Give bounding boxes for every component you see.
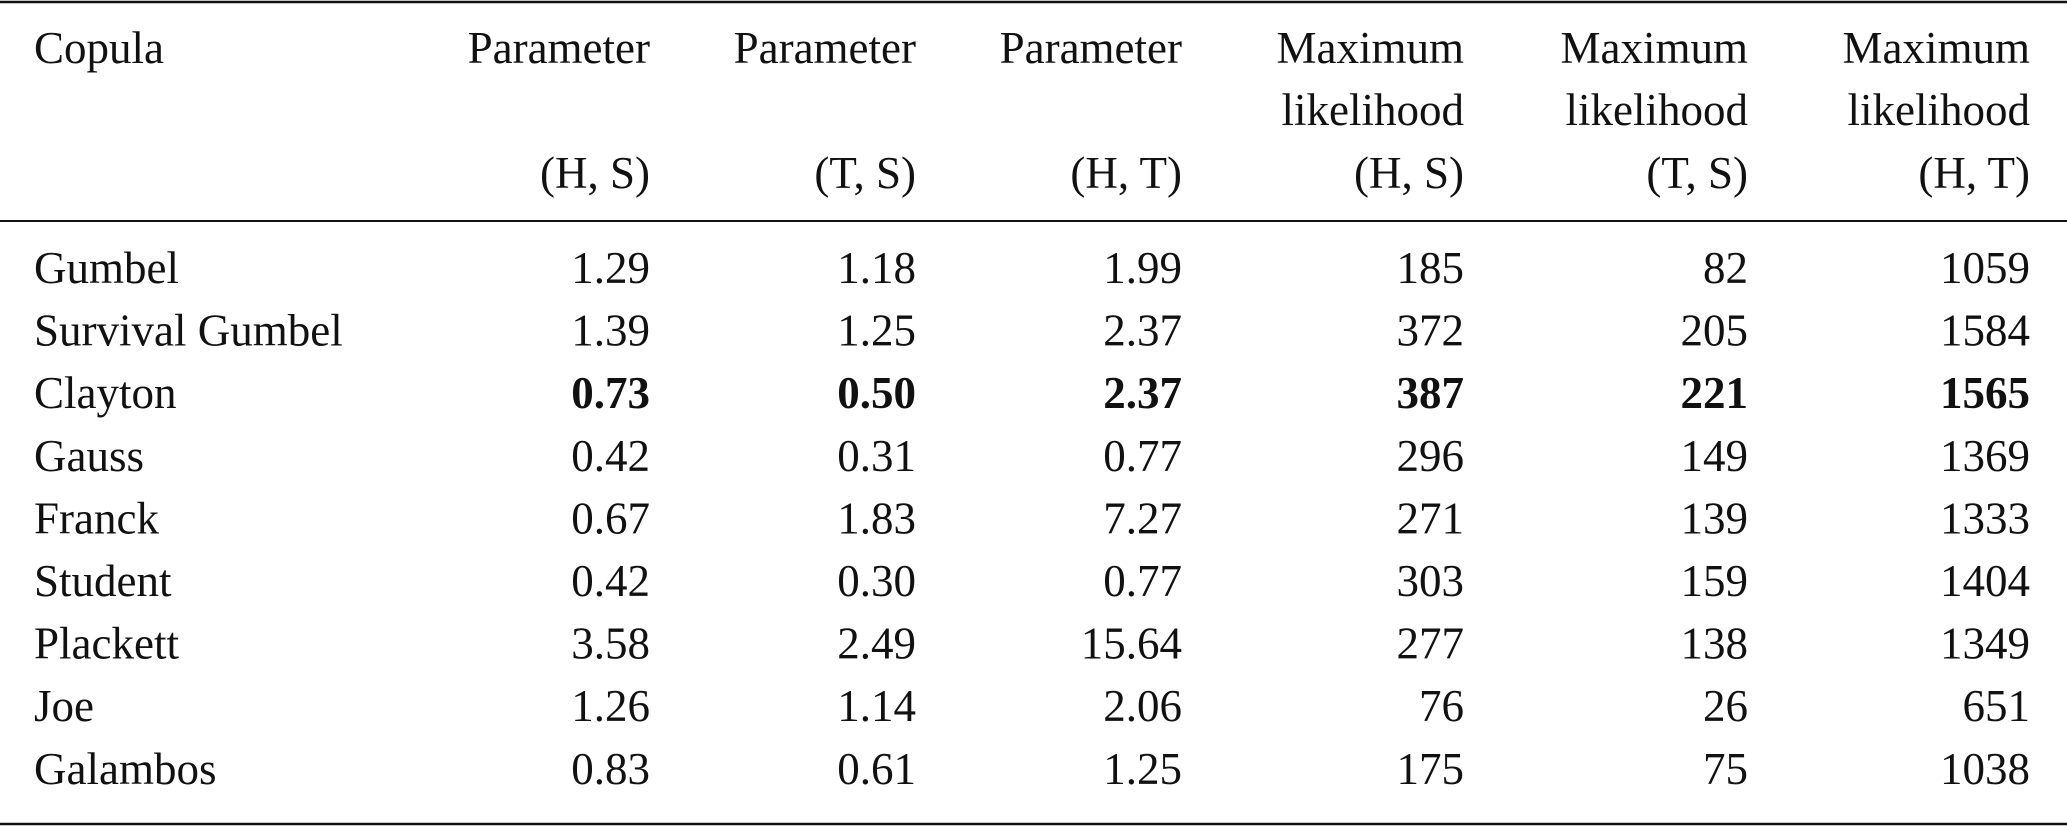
- cell-value: 76: [1419, 681, 1464, 731]
- cell-value: 205: [1681, 306, 1749, 356]
- cell-value: 221: [1681, 368, 1749, 418]
- cell-value: 303: [1397, 556, 1465, 606]
- cell-value: 1.83: [837, 493, 916, 543]
- cell-value: 82: [1703, 243, 1748, 293]
- cell-value: 0.42: [571, 556, 650, 606]
- cell-value: 0.73: [571, 368, 650, 418]
- cell-value: 0.31: [837, 431, 916, 481]
- header-text: Maximum: [1843, 23, 2031, 73]
- row-label: Joe: [34, 681, 94, 731]
- cell-value: 0.42: [571, 431, 650, 481]
- cell-value: 1.25: [837, 306, 916, 356]
- header-text: Maximum: [1561, 23, 1749, 73]
- cell-value: 651: [1963, 681, 2031, 731]
- cell-value: 0.30: [837, 556, 916, 606]
- header-pair: (H, S): [1354, 148, 1464, 198]
- cell-value: 149: [1681, 431, 1749, 481]
- row-label: Gauss: [34, 431, 144, 481]
- row-label: Clayton: [34, 368, 177, 418]
- cell-value: 0.77: [1103, 431, 1182, 481]
- cell-value: 1.26: [571, 681, 650, 731]
- row-label: Galambos: [34, 744, 216, 794]
- header-text: Parameter: [468, 23, 650, 73]
- cell-value: 1404: [1940, 556, 2030, 606]
- cell-value: 75: [1703, 744, 1748, 794]
- cell-value: 1369: [1940, 431, 2030, 481]
- row-label: Plackett: [34, 619, 179, 669]
- row-label: Gumbel: [34, 243, 179, 293]
- cell-value: 175: [1397, 744, 1465, 794]
- row-label: Student: [34, 556, 172, 606]
- cell-value: 0.77: [1103, 556, 1182, 606]
- cell-value: 15.64: [1081, 619, 1182, 669]
- header-text: likelihood: [1566, 85, 1748, 135]
- cell-value: 2.49: [837, 619, 916, 669]
- cell-value: 1565: [1940, 368, 2030, 418]
- header-text: Parameter: [1000, 23, 1182, 73]
- header-pair: (H, T): [1918, 148, 2030, 198]
- cell-value: 7.27: [1103, 493, 1182, 543]
- cell-value: 185: [1397, 243, 1465, 293]
- cell-value: 1.25: [1103, 744, 1182, 794]
- cell-value: 0.61: [837, 744, 916, 794]
- cell-value: 271: [1397, 493, 1465, 543]
- cell-value: 277: [1397, 619, 1465, 669]
- cell-value: 3.58: [571, 619, 650, 669]
- cell-value: 372: [1397, 306, 1465, 356]
- header-pair: (H, S): [540, 148, 650, 198]
- header-pair: (T, S): [814, 148, 916, 198]
- cell-value: 1059: [1940, 243, 2030, 293]
- cell-value: 2.06: [1103, 681, 1182, 731]
- cell-value: 296: [1397, 431, 1465, 481]
- cell-value: 1.39: [571, 306, 650, 356]
- header-pair: (T, S): [1646, 148, 1748, 198]
- header-text: likelihood: [1848, 85, 2030, 135]
- cell-value: 1.99: [1103, 243, 1182, 293]
- header-text: Maximum: [1277, 23, 1465, 73]
- cell-value: 138: [1681, 619, 1749, 669]
- row-label: Survival Gumbel: [34, 306, 343, 356]
- cell-value: 26: [1703, 681, 1748, 731]
- cell-value: 0.50: [837, 368, 916, 418]
- cell-value: 1333: [1940, 493, 2030, 543]
- cell-value: 1038: [1940, 744, 2030, 794]
- cell-value: 139: [1681, 493, 1749, 543]
- header-text: Parameter: [734, 23, 916, 73]
- row-label: Franck: [34, 493, 159, 543]
- header-text: likelihood: [1282, 85, 1464, 135]
- cell-value: 0.67: [571, 493, 650, 543]
- header-text: Copula: [34, 23, 164, 73]
- cell-value: 2.37: [1103, 368, 1182, 418]
- cell-value: 2.37: [1103, 306, 1182, 356]
- cell-value: 1.29: [571, 243, 650, 293]
- cell-value: 1.18: [837, 243, 916, 293]
- cell-value: 1584: [1940, 306, 2030, 356]
- cell-value: 387: [1397, 368, 1465, 418]
- cell-value: 159: [1681, 556, 1749, 606]
- cell-value: 0.83: [571, 744, 650, 794]
- header-pair: (H, T): [1070, 148, 1182, 198]
- cell-value: 1.14: [837, 681, 916, 731]
- cell-value: 1349: [1940, 619, 2030, 669]
